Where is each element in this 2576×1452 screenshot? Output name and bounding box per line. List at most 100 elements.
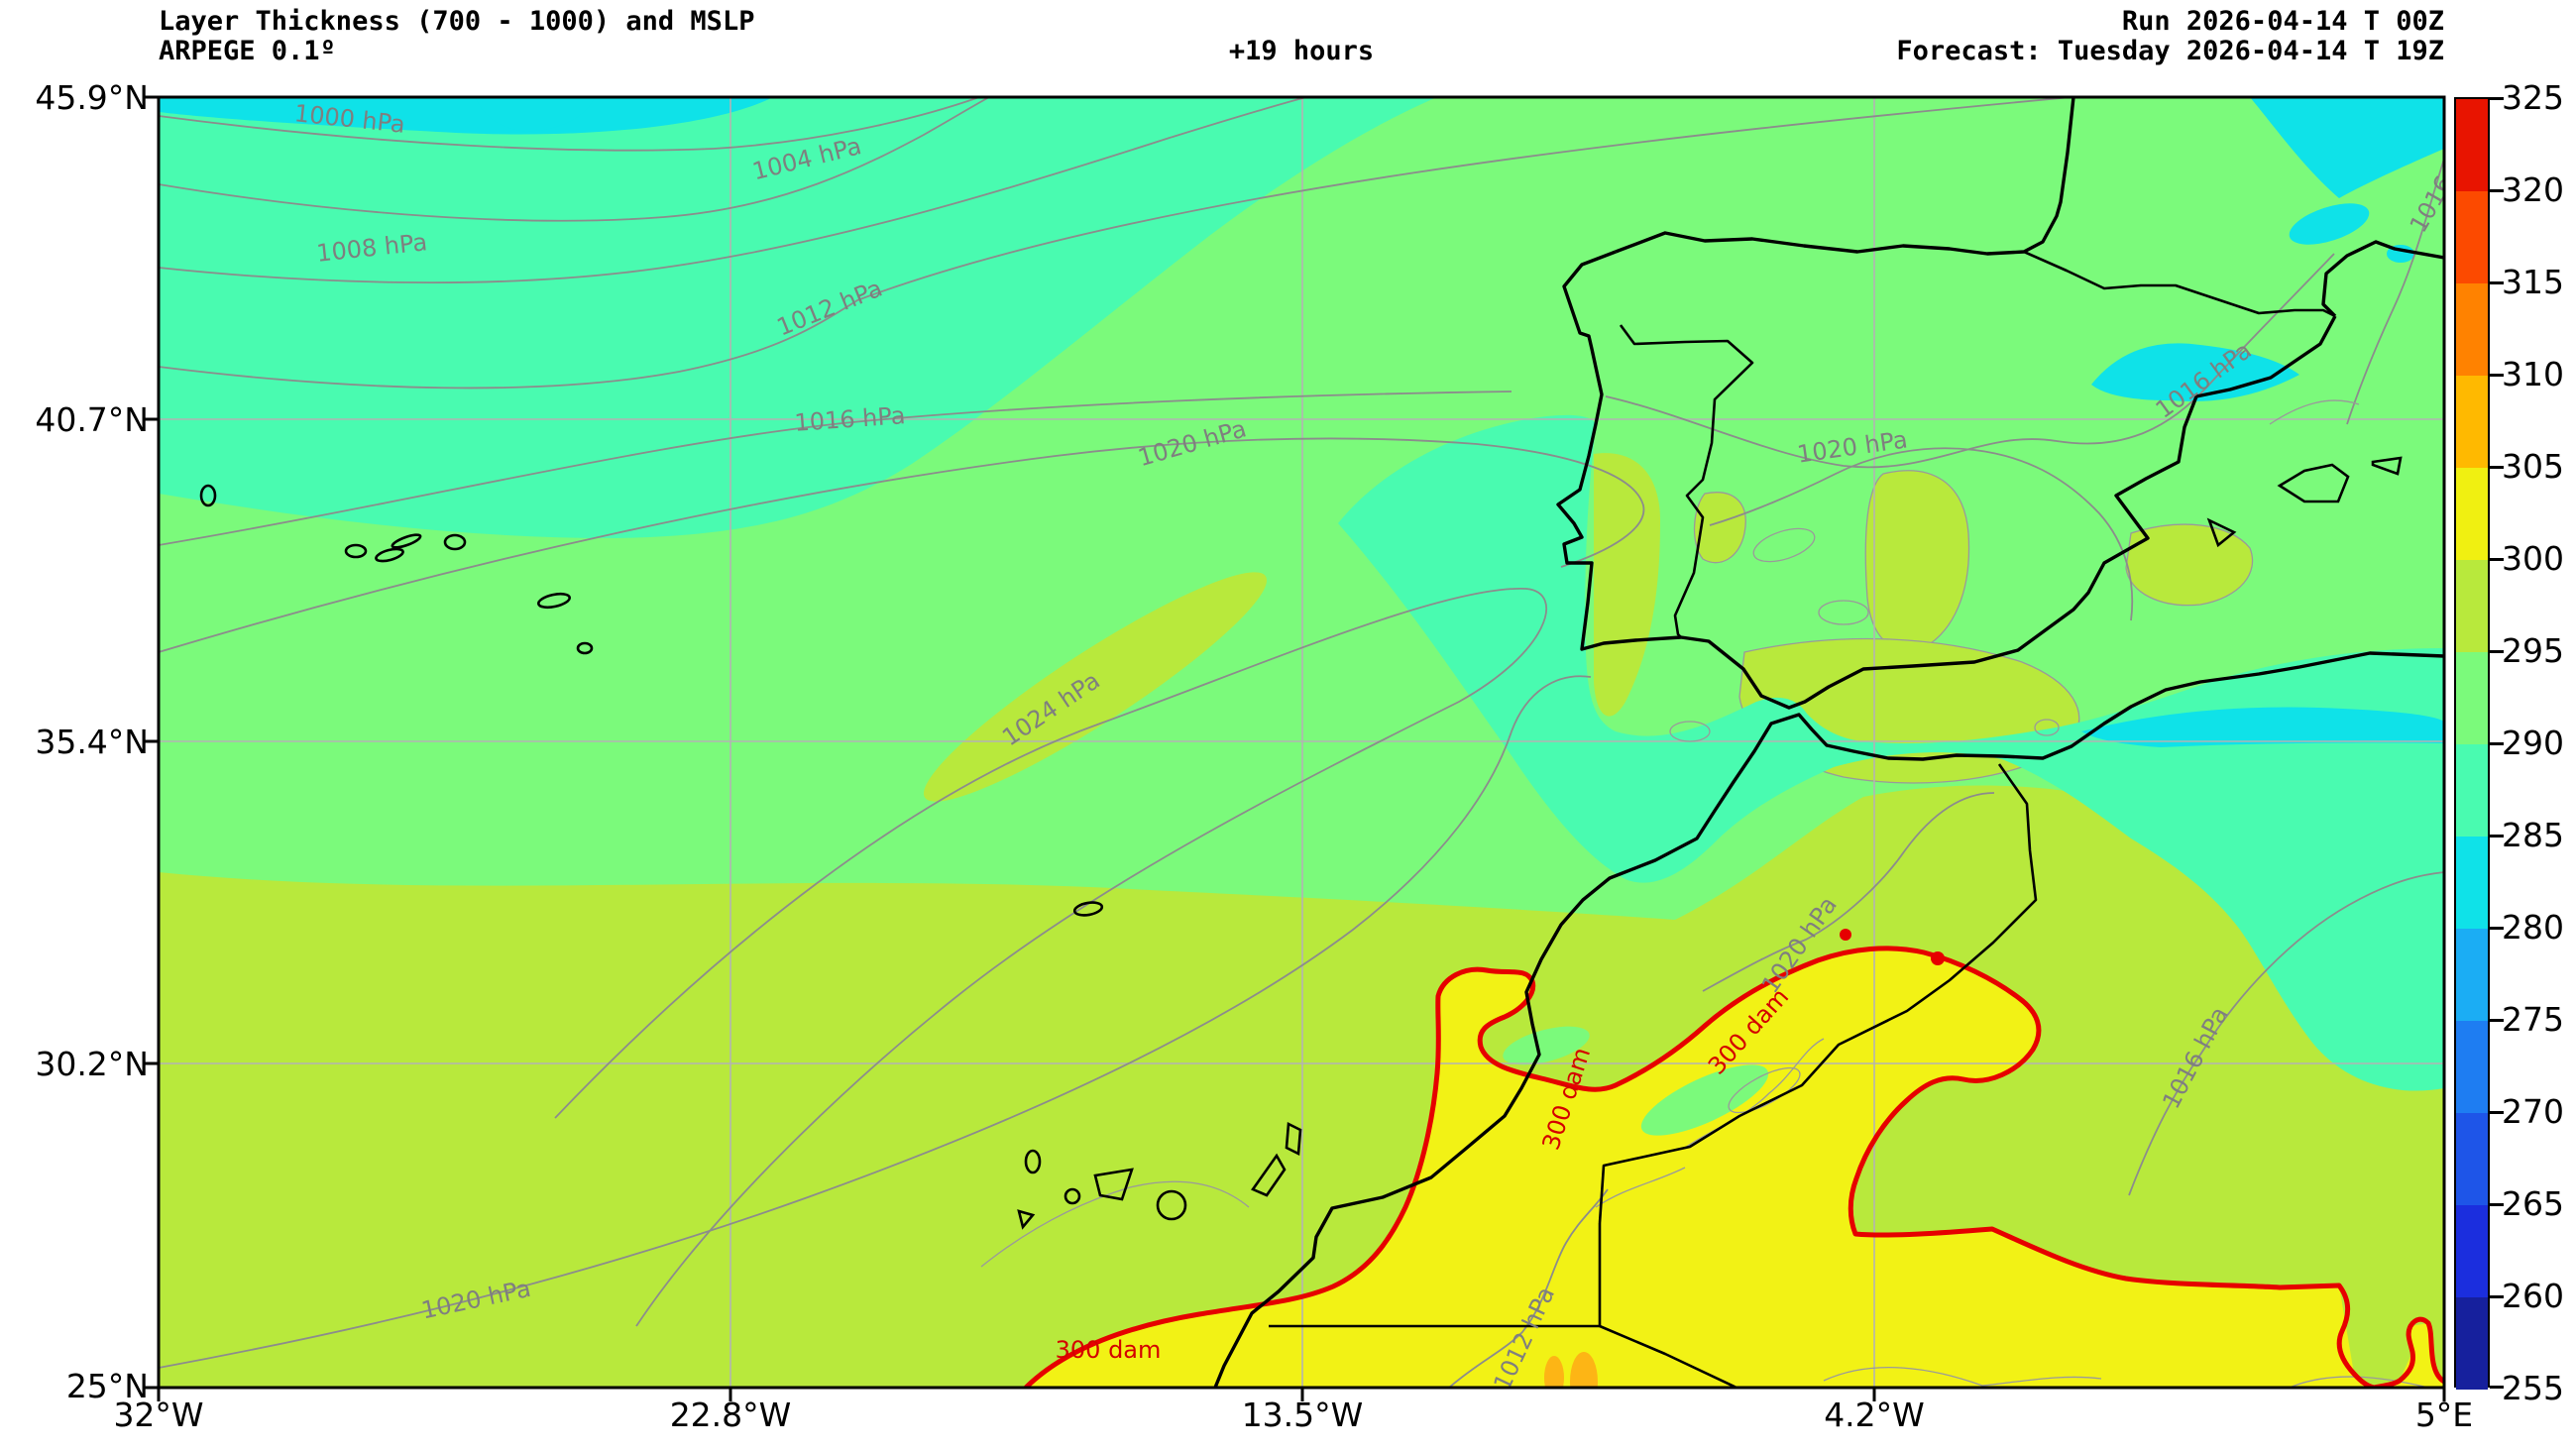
france-med-coast — [2321, 240, 2444, 318]
cband-275-280 — [2456, 929, 2488, 1021]
cbar-label-315: 315 — [2502, 263, 2564, 301]
cbar-label-265: 265 — [2502, 1184, 2564, 1223]
terrain-contour-3 — [1823, 1366, 2102, 1387]
y-tick-25N: 25°N — [65, 1367, 149, 1405]
fill-pocket-atlas-1 — [1640, 1064, 1769, 1136]
isobar-1012-south — [1448, 1188, 1609, 1388]
cbar-label-290: 290 — [2502, 724, 2564, 762]
isobar-1016-algeria — [2128, 871, 2444, 1196]
balearic-menorca — [2371, 456, 2403, 476]
fill-295-300-streak — [923, 572, 1268, 802]
algeria-mauritania-border — [1599, 1324, 1737, 1388]
fill-280-285-topleft — [159, 97, 773, 135]
cband-270-275 — [2456, 1021, 2488, 1113]
x-tick-22.8W: 22.8°W — [669, 1396, 792, 1434]
fill-295-300-ebro — [2125, 523, 2254, 607]
isobar-1020-sw — [159, 675, 1592, 1369]
cbar-tick — [2490, 650, 2504, 653]
azores-pico — [375, 547, 404, 563]
graticule — [159, 97, 2444, 1388]
cbar-label-305: 305 — [2502, 447, 2564, 486]
canary-la-palma — [1024, 1149, 1042, 1174]
cbar-tick — [2490, 835, 2504, 838]
fill-pocket-atlas-2 — [1503, 1026, 1590, 1065]
cband-320-325 — [2456, 99, 2488, 191]
cbar-label-325: 325 — [2502, 78, 2564, 117]
morocco-algeria-border — [1598, 763, 2038, 1224]
islands — [199, 456, 2403, 1230]
fill-285-290-nw — [159, 97, 1437, 538]
cbar-tick — [2490, 466, 2504, 469]
cband-315-320 — [2456, 191, 2488, 283]
fill-280-285-ne-corner — [2250, 97, 2444, 198]
y-tick-40.7N: 40.7°N — [35, 400, 149, 439]
thickness-max-dot-2 — [1931, 951, 1945, 965]
map-svg: 1000 hPa 1004 hPa 1008 hPa 1012 hPa 1016… — [145, 95, 2446, 1401]
cbar-label-310: 310 — [2502, 355, 2564, 393]
model-label: ARPEGE 0.1º — [159, 36, 336, 66]
cbar-tick — [2490, 1386, 2504, 1389]
terrain-contour-6 — [2269, 399, 2360, 425]
cbar-tick — [2490, 374, 2504, 377]
azores-sao-miguel — [536, 592, 572, 610]
cband-295-300 — [2456, 560, 2488, 652]
azores-terceira — [443, 533, 467, 551]
cbar-label-300: 300 — [2502, 539, 2564, 578]
terrain-loop-1 — [1818, 600, 1869, 625]
map-plot-area: 1000 hPa 1004 hPa 1008 hPa 1012 hPa 1016… — [145, 95, 2446, 1401]
cband-285-290 — [2456, 744, 2488, 837]
cbar-tick — [2490, 1295, 2504, 1298]
cbar-label-280: 280 — [2502, 908, 2564, 947]
cband-280-285 — [2456, 837, 2488, 929]
azores-faial — [344, 543, 368, 559]
cbar-tick — [2490, 927, 2504, 930]
forecast-label: Forecast: Tuesday 2026-04-14 T 19Z — [1896, 36, 2444, 66]
isobar-1016-right-edge — [2346, 158, 2444, 425]
mslp-isobars — [159, 97, 2444, 1388]
canary-el-hierro — [1017, 1209, 1036, 1230]
lead-time-label: +19 hours — [1228, 36, 1375, 66]
cband-260-265 — [2456, 1205, 2488, 1297]
terrain-contour-5 — [980, 1180, 1250, 1268]
cbar-label-295: 295 — [2502, 631, 2564, 670]
azores-santa-maria — [576, 641, 594, 655]
run-label: Run 2026-04-14 T 00Z — [2121, 6, 2444, 37]
isobar-1020-spain — [1709, 447, 2134, 621]
thickness-max-dot-1 — [1840, 929, 1851, 941]
x-tick-13.5W: 13.5°W — [1241, 1396, 1364, 1434]
chart-title: Layer Thickness (700 - 1000) and MSLP — [159, 6, 755, 37]
cband-305-310 — [2456, 376, 2488, 468]
cbar-tick — [2490, 189, 2504, 192]
cbar-label-275: 275 — [2502, 1000, 2564, 1039]
balearic-ibiza — [2206, 517, 2237, 548]
fill-285-290-iberia-seas — [1338, 414, 2444, 1091]
cbar-tick — [2490, 97, 2504, 100]
cbar-label-270: 270 — [2502, 1092, 2564, 1131]
balearic-mallorca — [2277, 463, 2350, 503]
portugal-spain-border — [1619, 324, 1754, 638]
fill-280-285-topcenter — [476, 97, 595, 132]
terrain-loop-5 — [1728, 1066, 1801, 1114]
isobar-1020-ridge-nw — [159, 437, 1645, 653]
x-tick-32W: 32°W — [113, 1396, 204, 1434]
spain-med-coast — [1556, 250, 2337, 710]
isobar-1016-atlantic — [159, 391, 1512, 546]
x-tick-5E: 5°E — [2414, 1396, 2474, 1434]
fill-295-300-spain-west — [1693, 492, 1746, 564]
cbar-label-285: 285 — [2502, 816, 2564, 854]
x-tick-4.2W: 4.2°W — [1824, 1396, 1925, 1434]
isobar-1024 — [554, 588, 1548, 1327]
pyrenees-border — [2023, 250, 2336, 318]
y-tick-45.9N: 45.9°N — [35, 78, 149, 117]
cbar-label-260: 260 — [2502, 1277, 2564, 1315]
africa-coast — [1213, 651, 2444, 1388]
terrain-contour-2 — [1595, 1167, 1686, 1208]
colorbar — [2454, 97, 2504, 1390]
isobar-1012 — [159, 97, 2072, 390]
cbar-label-255: 255 — [2502, 1369, 2564, 1407]
isobar-1008 — [159, 97, 1307, 283]
canary-lanzarote — [1285, 1121, 1302, 1157]
y-tick-30.2N: 30.2°N — [35, 1045, 149, 1083]
isobar-1000 — [159, 97, 980, 152]
